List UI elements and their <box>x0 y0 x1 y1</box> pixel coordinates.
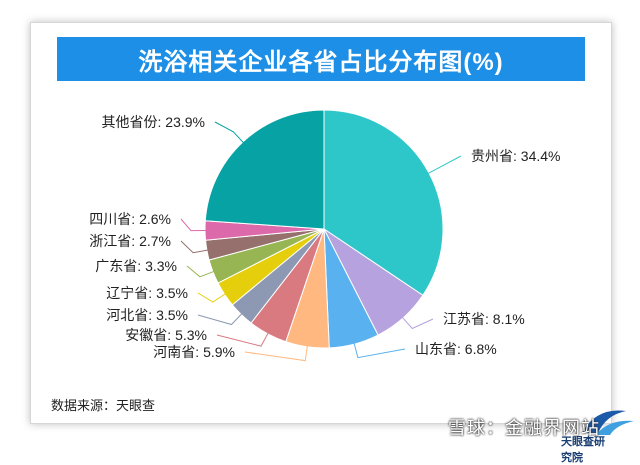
pie-chart: 贵州省: 34.4% 江苏省: 8.1% 山东省: 6.8% 河南省: 5.9%安徽省… <box>89 109 560 362</box>
tianyancha-logo <box>582 410 634 435</box>
slice-label-9: 浙江省: 2.7% <box>89 233 171 249</box>
slice-label-10: 四川省: 2.6% <box>89 211 171 227</box>
slice-label-1: 贵州省: 34.4% <box>471 148 560 164</box>
slice-label-4: 河南省: 5.9% <box>153 344 235 360</box>
slice-label-5: 安徽省: 5.3% <box>125 327 207 343</box>
slice-label-6: 河北省: 3.5% <box>106 307 188 323</box>
leader-line-2 <box>401 316 434 330</box>
leader-line-4 <box>244 344 309 362</box>
leader-line-10 <box>180 218 208 232</box>
slice-label-7: 辽宁省: 3.5% <box>106 285 188 301</box>
slice-label-11: 其他省份: 23.9% <box>102 114 205 130</box>
leader-line-7 <box>197 292 227 303</box>
chart-title: 洗浴相关企业各省占比分布图(%) <box>57 37 585 81</box>
leader-line-11 <box>214 121 245 144</box>
leader-line-5 <box>216 331 270 347</box>
leader-line-3 <box>353 342 406 359</box>
watermark: 雪球：金融界网站 <box>448 418 600 438</box>
leader-line-6 <box>197 312 243 326</box>
slice-label-8: 广东省: 3.3% <box>95 258 177 274</box>
chart-card: 洗浴相关企业各省占比分布图(%) 贵州省: 34.4% 江苏省: 8.1% 山东省:… <box>30 22 634 464</box>
data-source: 数据来源：天眼查 <box>51 398 156 413</box>
pie-slice-11 <box>204 109 325 230</box>
leader-line-9 <box>180 240 209 254</box>
slice-label-3: 山东省: 6.8% <box>415 341 497 357</box>
leader-line-1 <box>426 155 462 175</box>
leader-line-8 <box>186 265 215 278</box>
slice-label-2: 江苏省: 8.1% <box>443 311 525 327</box>
